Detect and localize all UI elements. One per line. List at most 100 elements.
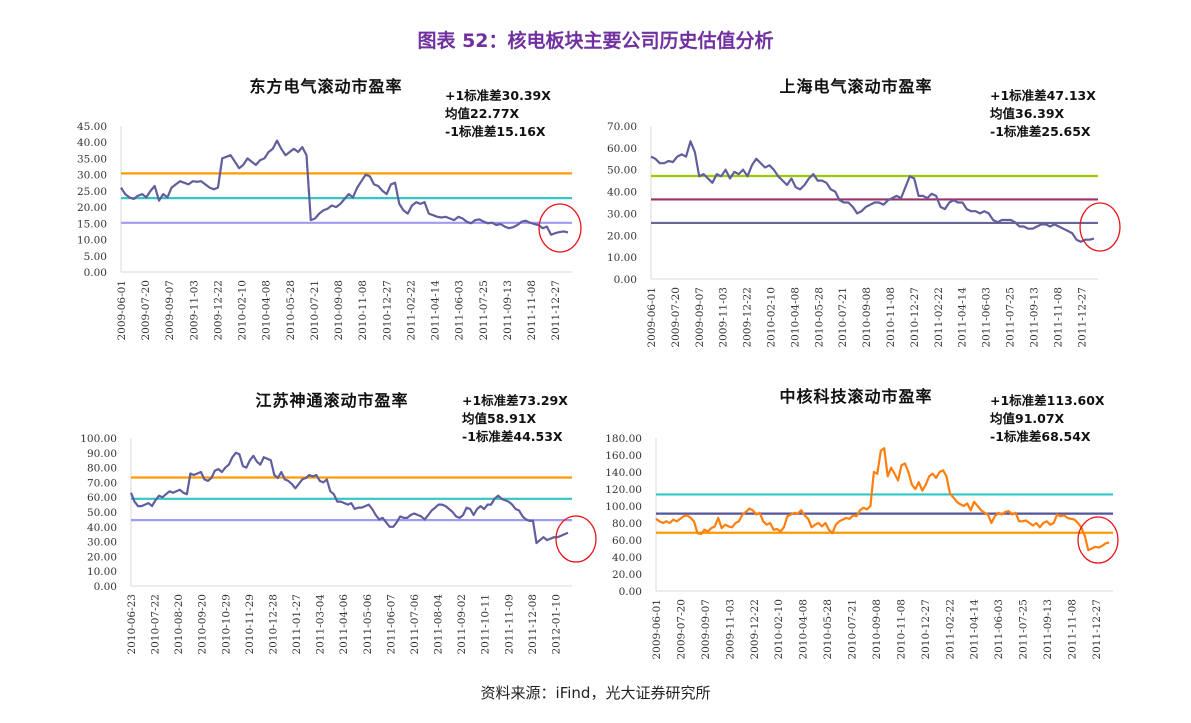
y-tick-label: 20.00 <box>607 230 637 242</box>
x-tick-label: 2011-10-11 <box>480 594 492 655</box>
y-tick-label: 20.00 <box>87 551 117 563</box>
y-tick-label: 25.00 <box>77 186 107 198</box>
x-tick-label: 2011-02-22 <box>933 287 945 348</box>
source-note: 资料来源：iFind，光大证券研究所 <box>480 684 711 702</box>
x-tick-label: 2010-09-08 <box>333 280 345 341</box>
y-tick-label: 30.00 <box>77 170 107 182</box>
x-tick-label: 2010-07-21 <box>847 599 859 660</box>
y-tick-label: 100.00 <box>605 501 642 513</box>
x-tick-label: 2010-04-08 <box>789 287 801 348</box>
x-tick-label: 2010-05-28 <box>822 599 834 660</box>
x-tick-label: 2009-07-20 <box>675 599 687 660</box>
x-tick-label: 2011-05-06 <box>362 594 374 655</box>
std-annotation: -1标准差25.65X <box>990 124 1091 139</box>
x-tick-label: 2011-07-06 <box>409 594 421 655</box>
x-tick-label: 2011-01-27 <box>291 594 303 655</box>
x-tick-label: 2011-02-22 <box>944 599 956 660</box>
x-tick-label: 2011-11-08 <box>1066 599 1078 660</box>
y-tick-label: 10.00 <box>607 252 637 264</box>
chart-title: 东方电气滚动市盈率 <box>249 77 402 96</box>
x-tick-label: 2011-11-09 <box>503 594 515 655</box>
std-annotation: +1标准差73.29X <box>462 393 568 408</box>
x-tick-label: 2010-04-08 <box>798 599 810 660</box>
x-tick-label: 2010-06-23 <box>126 594 138 655</box>
y-tick-label: 60.00 <box>87 492 117 504</box>
y-tick-label: 40.00 <box>612 552 642 564</box>
y-tick-label: 60.00 <box>612 535 642 547</box>
x-tick-label: 2009-09-07 <box>700 599 712 660</box>
y-tick-label: 120.00 <box>605 484 642 496</box>
y-tick-label: 0.00 <box>619 586 642 598</box>
chart-3: 江苏神通滚动市盈率 +1标准差73.29X 均值58.91X -1标准差44.53X 0… <box>80 391 597 655</box>
x-tick-label: 2010-05-28 <box>813 287 825 348</box>
x-tick-label: 2009-07-20 <box>670 287 682 348</box>
x-tick-label: 2010-09-20 <box>197 594 209 655</box>
x-tick-label: 2010-12-27 <box>920 599 932 660</box>
std-annotation: -1标准差44.53X <box>462 429 563 444</box>
std-annotation: 均值36.39X <box>990 106 1065 121</box>
x-tick-label: 2011-12-27 <box>550 280 562 341</box>
highlight-circle <box>1077 516 1119 564</box>
y-tick-label: 30.00 <box>607 208 637 220</box>
y-tick-label: 20.00 <box>77 202 107 214</box>
x-tick-label: 2011-09-13 <box>502 280 514 341</box>
y-tick-label: 30.00 <box>87 537 117 549</box>
chart-2: 上海电气滚动市盈率 +1标准差47.13X 均值36.39X -1标准差25.65X 0… <box>607 77 1121 348</box>
y-tick-label: 10.00 <box>87 566 117 578</box>
y-tick-label: 40.00 <box>77 137 107 149</box>
x-tick-label: 2011-06-07 <box>385 594 397 655</box>
x-tick-label: 2009-12-22 <box>742 287 754 348</box>
y-tick-label: 180.00 <box>605 433 642 445</box>
std-annotation: 均值91.07X <box>990 411 1065 426</box>
x-tick-label: 2009-12-22 <box>212 280 224 341</box>
x-tick-label: 2010-10-29 <box>220 594 232 655</box>
x-tick-label: 2011-07-25 <box>1018 599 1030 660</box>
x-tick-label: 2010-07-21 <box>309 280 321 341</box>
x-tick-label: 2011-04-06 <box>338 594 350 655</box>
chart-title: 上海电气滚动市盈率 <box>779 77 932 96</box>
x-tick-label: 2011-12-08 <box>527 594 539 655</box>
y-tick-label: 40.00 <box>607 187 637 199</box>
x-tick-label: 2010-07-21 <box>837 287 849 348</box>
x-tick-label: 2010-02-10 <box>773 599 785 660</box>
highlight-circle <box>1079 202 1121 252</box>
y-tick-label: 50.00 <box>607 165 637 177</box>
x-tick-label: 2009-09-07 <box>694 287 706 348</box>
y-tick-label: 40.00 <box>87 522 117 534</box>
x-tick-label: 2010-12-27 <box>381 280 393 341</box>
y-tick-label: 50.00 <box>87 507 117 519</box>
highlight-circle <box>538 203 582 253</box>
y-tick-label: 0.00 <box>94 581 117 593</box>
chart-1: 东方电气滚动市盈率 +1标准差30.39X 均值22.77X -1标准差15.16X 0… <box>77 77 582 341</box>
x-tick-label: 2009-06-01 <box>646 287 658 348</box>
y-tick-label: 0.00 <box>84 267 107 279</box>
x-tick-label: 2012-01-10 <box>550 594 562 655</box>
x-tick-label: 2010-11-29 <box>244 594 256 655</box>
std-annotation: 均值22.77X <box>445 106 520 121</box>
std-annotation: +1标准差30.39X <box>445 88 551 103</box>
x-tick-label: 2011-04-14 <box>957 287 969 348</box>
x-tick-label: 2009-06-01 <box>651 599 663 660</box>
y-tick-label: 90.00 <box>87 448 117 460</box>
y-tick-label: 60.00 <box>607 143 637 155</box>
x-tick-label: 2011-06-03 <box>981 287 993 348</box>
x-tick-label: 2009-11-03 <box>724 599 736 660</box>
std-annotation: -1标准差68.54X <box>990 429 1091 444</box>
std-annotation: +1标准差113.60X <box>990 393 1105 408</box>
x-tick-label: 2010-09-08 <box>871 599 883 660</box>
y-tick-label: 70.00 <box>87 477 117 489</box>
y-tick-label: 5.00 <box>84 251 107 263</box>
x-tick-label: 2009-06-01 <box>116 280 128 341</box>
std-annotation: +1标准差47.13X <box>990 88 1096 103</box>
x-tick-label: 2011-04-14 <box>969 599 981 660</box>
x-tick-label: 2010-04-08 <box>261 280 273 341</box>
x-tick-label: 2011-02-22 <box>405 280 417 341</box>
figure-title: 图表 52：核电板块主要公司历史估值分析 <box>417 30 774 52</box>
x-tick-label: 2010-12-27 <box>909 287 921 348</box>
series-line <box>650 140 1095 243</box>
x-tick-label: 2010-11-08 <box>357 280 369 341</box>
x-tick-label: 2011-12-27 <box>1076 287 1088 348</box>
x-tick-label: 2010-09-08 <box>861 287 873 348</box>
y-tick-label: 80.00 <box>87 463 117 475</box>
y-tick-label: 0.00 <box>614 274 637 286</box>
